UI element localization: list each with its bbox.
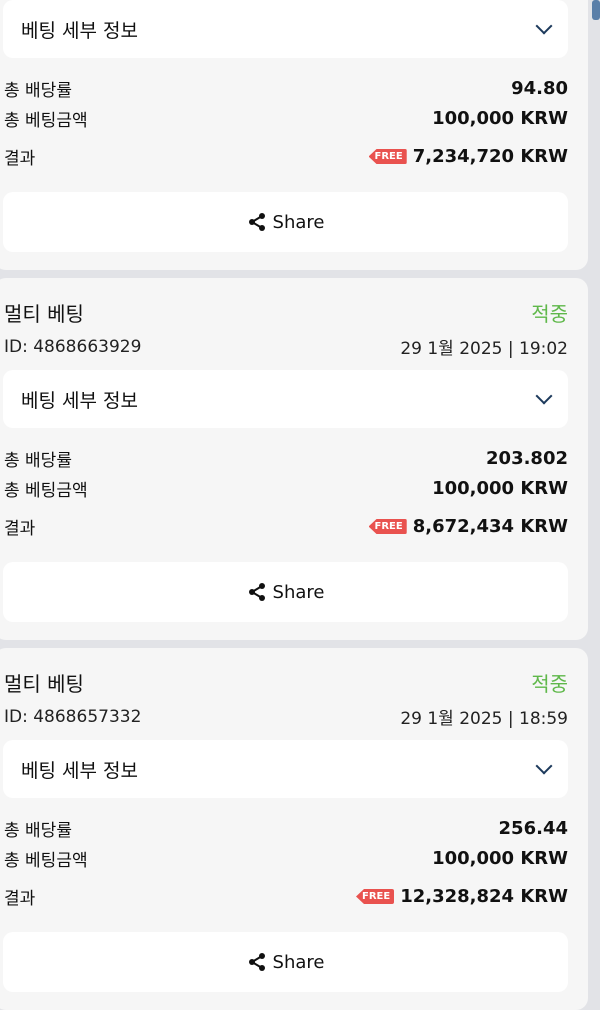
- share-label: Share: [272, 581, 325, 603]
- chevron-down-icon: [535, 17, 553, 35]
- stake-label: 총 베팅금액: [4, 111, 88, 131]
- bet-details-toggle[interactable]: 베팅 세부 정보: [3, 740, 568, 798]
- result-value-wrap: FREE 7,234,720 KRW: [368, 146, 568, 167]
- bet-details-label: 베팅 세부 정보: [21, 759, 138, 782]
- bet-card: 베팅 세부 정보 총 배당률 94.80 총 베팅금액 100,000 KRW …: [0, 0, 588, 270]
- free-tag-icon: FREE: [355, 889, 395, 904]
- total-odds-row: 총 배당률 256.44: [4, 816, 568, 841]
- bet-type: 멀티 베팅: [4, 672, 84, 696]
- result-label: 결과: [4, 889, 36, 909]
- total-stake-row: 총 베팅금액 100,000 KRW: [4, 846, 568, 871]
- bet-details-toggle[interactable]: 베팅 세부 정보: [3, 370, 568, 428]
- status-badge: 적중: [531, 672, 568, 696]
- result-value: 7,234,720 KRW: [412, 146, 568, 167]
- bet-details-label: 베팅 세부 정보: [21, 389, 138, 412]
- bet-id: ID: 4868663929: [4, 336, 142, 357]
- result-row: 결과 FREE 8,672,434 KRW: [4, 514, 568, 539]
- share-button[interactable]: Share: [3, 562, 568, 622]
- chevron-down-icon: [535, 387, 553, 405]
- result-value-wrap: FREE 12,328,824 KRW: [355, 886, 568, 907]
- bet-details-toggle[interactable]: 베팅 세부 정보: [3, 0, 568, 58]
- stake-value: 100,000 KRW: [432, 108, 568, 129]
- free-tag-icon: FREE: [368, 519, 407, 534]
- status-badge: 적중: [531, 302, 568, 326]
- result-label: 결과: [4, 149, 36, 169]
- share-icon: [248, 953, 265, 971]
- share-label: Share: [272, 211, 325, 233]
- total-stake-row: 총 베팅금액 100,000 KRW: [4, 476, 568, 501]
- result-row: 결과 FREE 12,328,824 KRW: [4, 884, 568, 909]
- bet-datetime: 29 1월 2025 | 18:59: [400, 709, 568, 729]
- odds-value: 94.80: [511, 78, 568, 99]
- result-value: 12,328,824 KRW: [400, 886, 568, 907]
- share-label: Share: [272, 951, 325, 973]
- result-label: 결과: [4, 519, 36, 539]
- odds-label: 총 배당률: [4, 81, 72, 101]
- total-stake-row: 총 베팅금액 100,000 KRW: [4, 106, 568, 131]
- bet-header: 멀티 베팅 적중: [4, 298, 568, 327]
- stake-value: 100,000 KRW: [432, 478, 568, 499]
- odds-label: 총 배당률: [4, 451, 72, 471]
- bet-datetime: 29 1월 2025 | 19:02: [400, 339, 568, 359]
- share-button[interactable]: Share: [3, 192, 568, 252]
- bet-details-label: 베팅 세부 정보: [21, 19, 138, 42]
- result-row: 결과 FREE 7,234,720 KRW: [4, 144, 568, 169]
- odds-value: 256.44: [498, 818, 568, 839]
- share-icon: [248, 213, 265, 231]
- bet-header: 멀티 베팅 적중: [4, 668, 568, 697]
- share-button[interactable]: Share: [3, 932, 568, 992]
- bet-card: 멀티 베팅 적중 ID: 4868657332 29 1월 2025 | 18:…: [0, 648, 588, 1010]
- stake-value: 100,000 KRW: [432, 848, 568, 869]
- total-odds-row: 총 배당률 94.80: [4, 76, 568, 101]
- chevron-down-icon: [535, 757, 553, 775]
- bet-id: ID: 4868657332: [4, 706, 142, 727]
- stake-label: 총 베팅금액: [4, 481, 88, 501]
- result-value: 8,672,434 KRW: [412, 516, 568, 537]
- free-tag-icon: FREE: [368, 149, 407, 164]
- result-value-wrap: FREE 8,672,434 KRW: [368, 516, 568, 537]
- total-odds-row: 총 배당률 203.802: [4, 446, 568, 471]
- share-icon: [248, 583, 265, 601]
- bet-meta: ID: 4868663929 29 1월 2025 | 19:02: [4, 334, 568, 360]
- stake-label: 총 베팅금액: [4, 851, 88, 871]
- scrollbar[interactable]: [592, 0, 600, 20]
- bet-card: 멀티 베팅 적중 ID: 4868663929 29 1월 2025 | 19:…: [0, 278, 588, 640]
- bet-type: 멀티 베팅: [4, 302, 84, 326]
- odds-label: 총 배당률: [4, 821, 72, 841]
- odds-value: 203.802: [486, 448, 568, 469]
- bet-meta: ID: 4868657332 29 1월 2025 | 18:59: [4, 704, 568, 730]
